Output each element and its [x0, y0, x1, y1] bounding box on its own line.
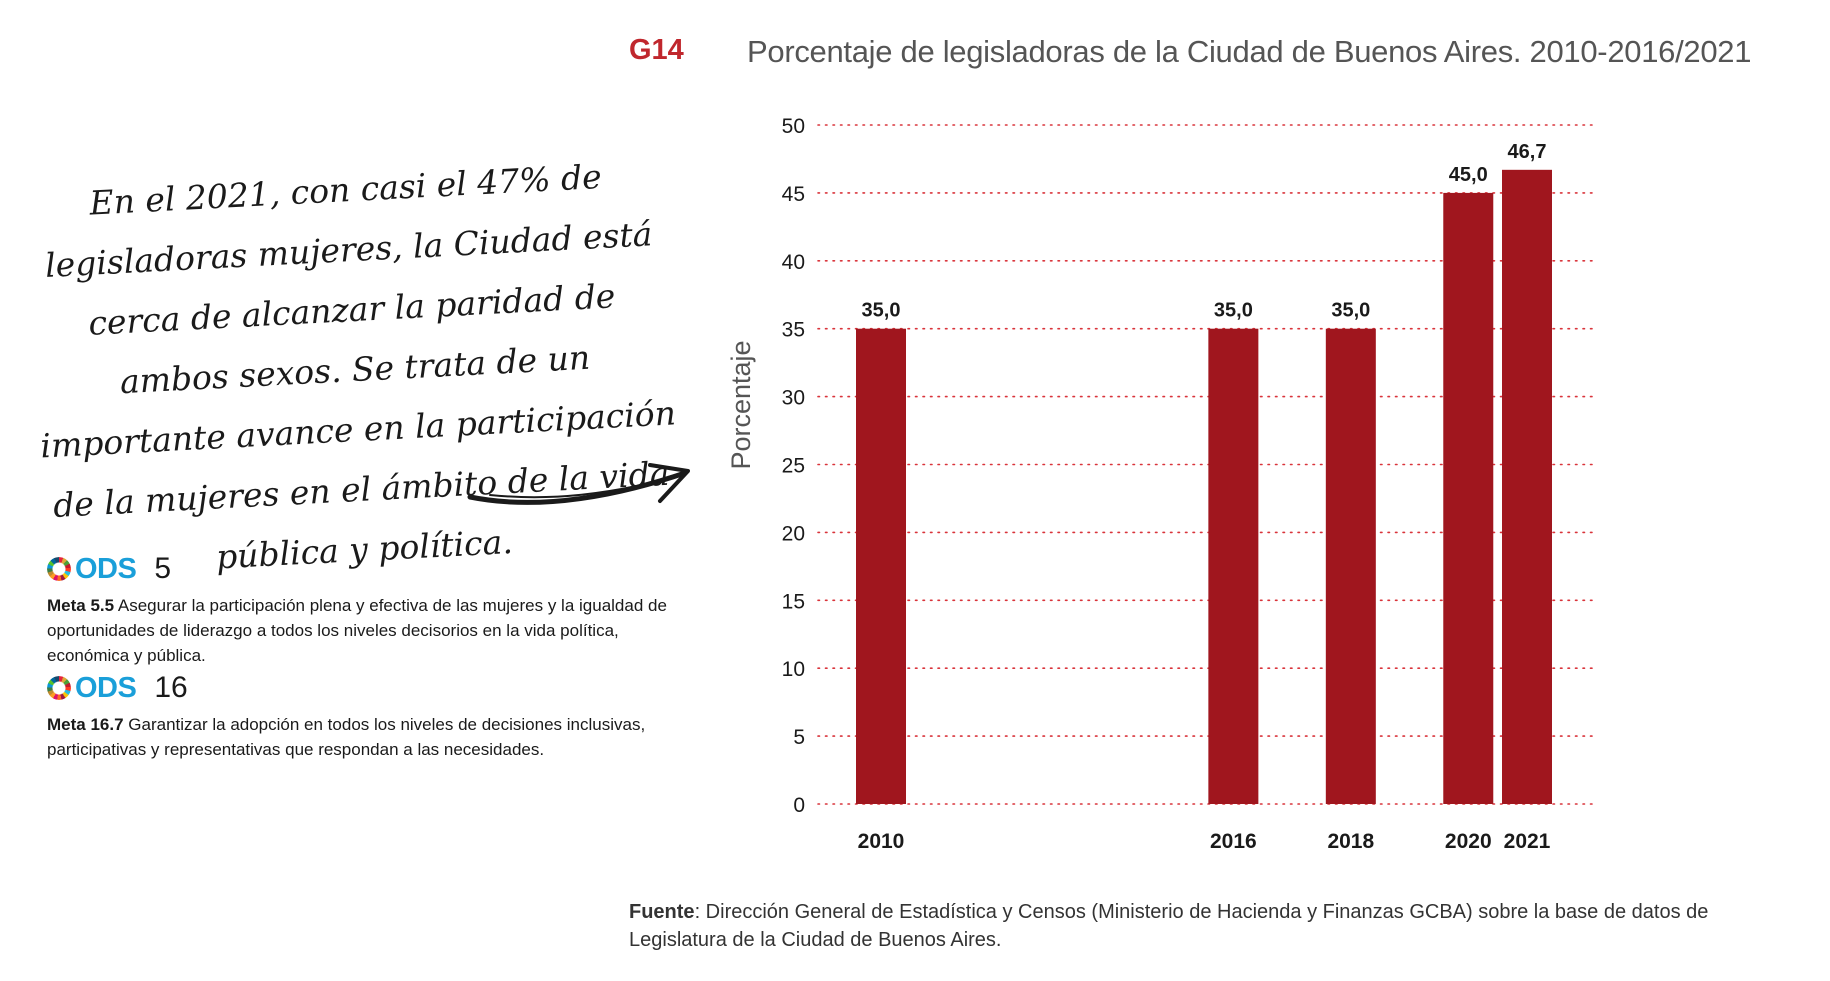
x-tick-label: 2010 [858, 830, 905, 853]
y-tick-label: 10 [782, 658, 805, 681]
bar-2020 [1443, 192, 1494, 804]
y-axis-label: Porcentaje [726, 340, 756, 469]
y-tick-label: 25 [782, 455, 805, 478]
y-tick-label: 5 [793, 726, 805, 749]
ods-16-heading: ODS 16 [47, 668, 188, 708]
meta-text: Garantizar la adopción en todos los nive… [47, 715, 646, 759]
meta-16-7: Meta 16.7 Garantizar la adopción en todo… [47, 712, 667, 762]
chart-code: G14 [629, 34, 684, 66]
x-tick-label: 2020 [1445, 830, 1492, 853]
data-label: 35,0 [862, 300, 901, 322]
arrow-icon [467, 463, 690, 505]
ods-number: 5 [154, 552, 172, 585]
y-tick-label: 45 [782, 183, 805, 206]
y-tick-label: 20 [782, 522, 805, 545]
bar-2016 [1208, 328, 1259, 804]
data-label: 45,0 [1449, 164, 1488, 186]
bar-2010 [856, 328, 906, 804]
y-tick-label: 40 [782, 251, 805, 274]
sdg-wheel-icon [47, 676, 71, 700]
x-tick-label: 2016 [1210, 830, 1257, 853]
y-tick-label: 35 [782, 319, 805, 342]
x-tick-label: 2021 [1504, 830, 1551, 853]
source-label: Fuente [629, 901, 695, 923]
meta-title: Meta 16.7 [47, 715, 124, 734]
chart-title-row: G14 Porcentaje de legisladoras de la Ciu… [629, 30, 1809, 74]
bar-2021 [1502, 169, 1552, 805]
meta-title: Meta 5.5 [47, 596, 115, 615]
y-tick-label: 15 [782, 590, 805, 613]
data-label: 35,0 [1331, 300, 1370, 322]
data-label: 35,0 [1214, 300, 1253, 322]
ods-5-heading: ODS 5 [47, 549, 171, 589]
y-tick-label: 50 [782, 115, 805, 138]
ods-label: ODS [75, 671, 137, 704]
data-label: 46,7 [1508, 141, 1547, 163]
y-tick-label: 30 [782, 387, 805, 410]
ods-number: 16 [154, 671, 188, 704]
x-tick-label: 2018 [1327, 830, 1374, 853]
sdg-wheel-icon [47, 557, 71, 581]
y-tick-label: 0 [793, 794, 805, 817]
source-note: Fuente: Dirección General de Estadística… [629, 898, 1769, 954]
meta-text: Asegurar la participación plena y efecti… [47, 596, 667, 665]
ods-label: ODS [75, 552, 137, 585]
bar-2018 [1325, 328, 1376, 804]
meta-5-5: Meta 5.5 Asegurar la participación plena… [47, 593, 667, 668]
source-text: : Dirección General de Estadística y Cen… [629, 901, 1709, 951]
chart-title: Porcentaje de legisladoras de la Ciudad … [747, 34, 1752, 69]
